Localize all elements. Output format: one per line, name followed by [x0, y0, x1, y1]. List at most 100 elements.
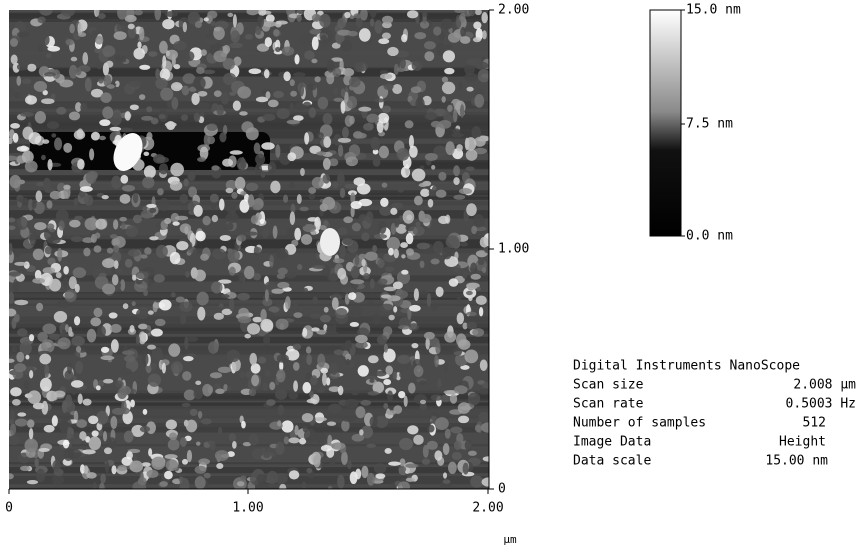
- grain: [258, 8, 266, 16]
- grain: [443, 472, 447, 478]
- grain: [472, 328, 484, 337]
- grain: [394, 218, 399, 228]
- grain: [374, 20, 382, 34]
- grain: [166, 50, 170, 56]
- grain: [195, 21, 202, 28]
- grain: [17, 32, 30, 38]
- grain: [117, 6, 127, 19]
- grain: [170, 181, 182, 191]
- grain: [294, 425, 298, 435]
- grain: [327, 422, 336, 426]
- grain: [208, 386, 213, 394]
- grain: [267, 471, 279, 484]
- grain: [119, 217, 127, 222]
- grain: [317, 132, 324, 139]
- grain: [99, 119, 110, 126]
- grain: [262, 114, 275, 121]
- grain: [383, 379, 391, 385]
- grain: [43, 178, 51, 192]
- grain: [20, 466, 30, 471]
- grain: [221, 294, 230, 298]
- grain: [332, 324, 336, 333]
- grain: [471, 274, 481, 280]
- grain: [71, 57, 77, 62]
- grain: [88, 171, 98, 180]
- grain: [57, 337, 70, 349]
- grain: [162, 55, 166, 68]
- grain: [420, 261, 425, 268]
- grain: [420, 214, 432, 223]
- grain: [269, 382, 275, 390]
- grain: [458, 416, 469, 424]
- grain: [212, 248, 226, 259]
- grain: [27, 390, 41, 404]
- grain: [197, 307, 205, 321]
- grain: [71, 380, 83, 388]
- grain: [328, 404, 341, 414]
- grain: [233, 14, 237, 28]
- grain: [14, 92, 21, 99]
- grain: [375, 473, 385, 479]
- grain: [160, 88, 173, 101]
- grain: [303, 102, 311, 108]
- grain: [312, 296, 317, 304]
- grain: [25, 355, 29, 360]
- grain: [218, 367, 232, 373]
- grain: [477, 287, 481, 291]
- grain: [8, 292, 14, 304]
- grain: [159, 163, 168, 174]
- grain: [162, 363, 166, 374]
- grain: [453, 177, 459, 185]
- grain: [273, 29, 280, 37]
- grain: [120, 386, 131, 396]
- grain: [166, 459, 178, 471]
- grain: [92, 430, 99, 437]
- grain: [49, 279, 61, 292]
- grain: [148, 373, 161, 386]
- grain: [78, 32, 86, 37]
- grain: [157, 188, 164, 195]
- grain: [459, 82, 463, 90]
- grain: [450, 427, 462, 434]
- grain: [196, 441, 201, 445]
- grain: [466, 203, 477, 216]
- grain: [231, 30, 240, 43]
- grain: [358, 107, 371, 112]
- grain: [349, 116, 355, 125]
- grain: [476, 295, 487, 305]
- grain: [433, 26, 441, 35]
- grain: [231, 192, 237, 199]
- grain: [303, 288, 308, 293]
- grain: [345, 359, 350, 366]
- grain: [100, 92, 111, 102]
- grain: [422, 12, 428, 17]
- grain: [463, 463, 469, 475]
- grain: [227, 387, 231, 392]
- grain: [184, 51, 194, 61]
- grain: [270, 181, 280, 194]
- grain: [149, 236, 158, 240]
- grain: [85, 78, 92, 92]
- grain: [210, 372, 222, 378]
- grain: [266, 399, 276, 405]
- grain: [370, 137, 380, 151]
- grain: [254, 247, 262, 253]
- grain: [424, 41, 436, 49]
- grain: [359, 28, 371, 42]
- grain: [12, 399, 21, 406]
- grain: [467, 322, 478, 330]
- grain: [96, 411, 108, 425]
- grain: [380, 304, 394, 312]
- grain: [95, 219, 107, 230]
- grain: [391, 203, 403, 209]
- grain: [275, 389, 287, 399]
- grain: [408, 323, 419, 331]
- grain: [478, 259, 485, 265]
- grain: [73, 351, 80, 360]
- grain: [183, 22, 187, 32]
- grain: [351, 389, 359, 395]
- grain: [52, 475, 64, 485]
- grain: [22, 79, 32, 85]
- grain: [449, 278, 459, 287]
- grain: [351, 201, 362, 209]
